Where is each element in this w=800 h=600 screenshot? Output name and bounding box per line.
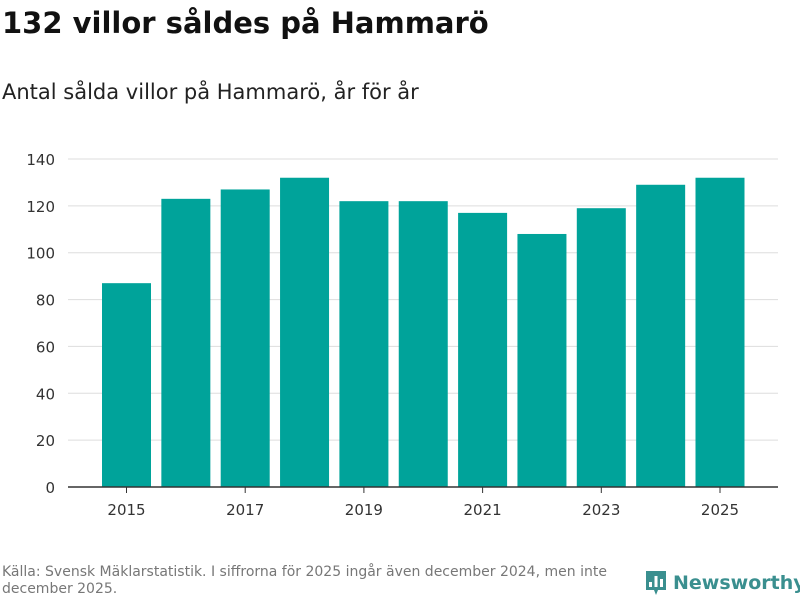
bar-2021 [458, 212, 508, 487]
bar-2016 [161, 198, 211, 488]
chart-subtitle: Antal sålda villor på Hammarö, år för år [2, 80, 419, 104]
bar-2018 [280, 177, 330, 487]
y-tick-label: 120 [26, 198, 55, 216]
bar-2022 [517, 233, 567, 487]
bar-2023 [576, 208, 626, 487]
source-note: Källa: Svensk Mäklarstatistik. I siffror… [2, 564, 607, 597]
x-tick-label: 2023 [582, 501, 620, 519]
x-tick-label: 2015 [107, 501, 145, 519]
y-tick-label: 140 [26, 151, 55, 169]
bar-2017 [220, 189, 270, 487]
y-tick-label: 60 [36, 338, 55, 356]
y-tick-label: 0 [45, 479, 55, 497]
y-tick-label: 40 [36, 385, 55, 403]
brand-name: Newsworthy [673, 572, 800, 594]
y-tick-label: 100 [26, 245, 55, 263]
bar-2025 [695, 177, 745, 487]
bar-2019 [339, 201, 389, 487]
bar-2024 [636, 184, 686, 487]
bar-2020 [398, 201, 448, 487]
brand-logo: Newsworthy [645, 570, 800, 596]
bar-chart-logo-icon [646, 571, 666, 595]
y-tick-label: 20 [36, 432, 55, 450]
chart-title: 132 villor såldes på Hammarö [2, 6, 489, 40]
x-tick-label: 2019 [345, 501, 383, 519]
x-tick-label: 2025 [701, 501, 739, 519]
y-tick-label: 80 [36, 292, 55, 310]
x-tick-label: 2017 [226, 501, 264, 519]
x-tick-label: 2021 [464, 501, 502, 519]
bar-2015 [102, 283, 151, 487]
